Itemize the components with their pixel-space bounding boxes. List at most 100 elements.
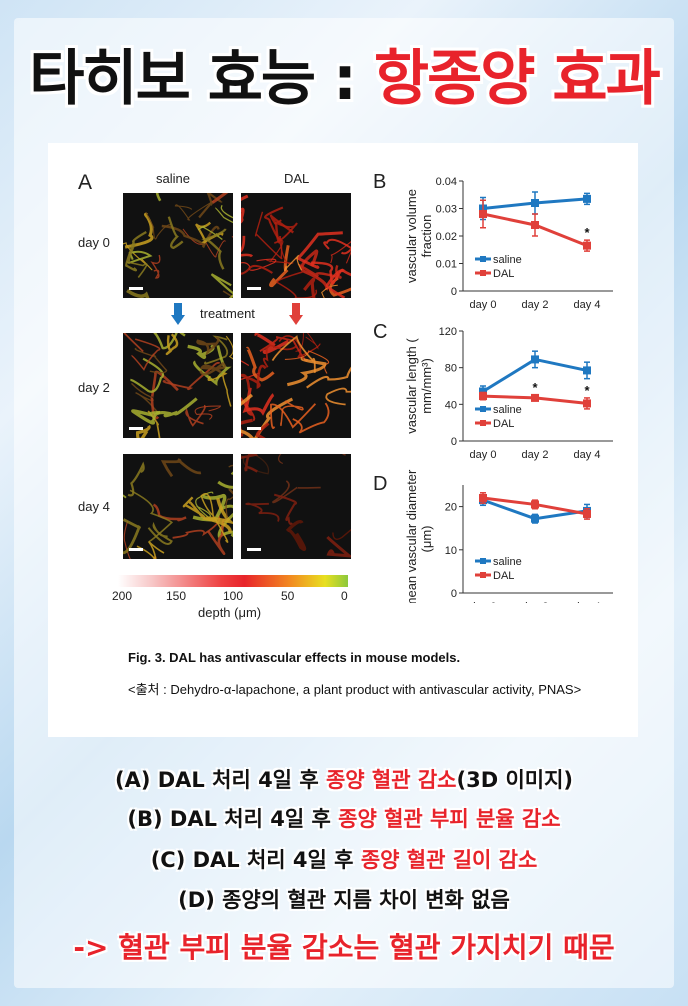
vessel-texture (284, 350, 330, 374)
vessel-texture (130, 357, 165, 393)
data-point-saline (531, 199, 539, 207)
y-axis-label-line1: vascular volume (404, 189, 419, 283)
legend-marker (480, 572, 486, 578)
data-point-dal (479, 210, 487, 218)
vessel-texture (124, 212, 154, 249)
vessel-texture (123, 333, 144, 353)
vessel-texture (254, 211, 283, 260)
summary-a-post: (3D 이미지) (456, 768, 574, 792)
vessel-texture (228, 488, 233, 495)
vessel-texture (278, 454, 284, 465)
y-tick-label: 40 (445, 399, 457, 411)
vessel-texture (150, 254, 161, 279)
y-tick-label: 20 (445, 502, 457, 514)
vessel-texture (182, 228, 226, 258)
vessel-texture (241, 454, 259, 473)
legend-label-dal: DAL (493, 570, 514, 582)
vessel-texture (241, 194, 249, 224)
legend-label-saline: saline (493, 254, 522, 266)
significance-mark: * (532, 380, 538, 395)
row-day4-label: day 4 (78, 499, 110, 514)
y-axis-label-line2: (μm) (419, 526, 434, 553)
arrow-saline-icon (171, 303, 185, 325)
vessel-texture (197, 225, 223, 240)
x-tick-label: day 4 (574, 299, 601, 311)
y-tick-label: 0.03 (436, 204, 457, 216)
x-tick-label: day 4 (574, 449, 601, 461)
vessel-texture (161, 224, 220, 249)
vessel-texture (241, 258, 277, 271)
data-point-saline (531, 514, 539, 523)
vessel-texture (241, 360, 260, 380)
micrograph-dal-day2 (241, 333, 351, 438)
vessel-texture (245, 346, 275, 382)
vessel-texture (300, 249, 329, 291)
treatment-label: treatment (200, 306, 255, 321)
vessel-texture (332, 528, 351, 540)
vessel-texture (325, 269, 351, 298)
data-point-saline (479, 387, 487, 396)
x-tick-label: day 0 (470, 601, 497, 603)
headline-part1: 타히보 효능 : (29, 44, 374, 114)
vessel-texture (153, 556, 157, 559)
vessel-texture (126, 289, 150, 298)
vessel-texture (273, 493, 298, 525)
x-tick-label: day 4 (574, 601, 601, 603)
vessel-texture (131, 409, 161, 425)
vessel-texture (241, 364, 267, 390)
vessel-texture (278, 335, 321, 359)
y-tick-label: 80 (445, 363, 457, 375)
caption-source: <출처 : Dehydro-α-lapachone, a plant produ… (128, 682, 582, 697)
legend-marker (480, 420, 486, 426)
vessel-texture (126, 242, 148, 278)
scale-bar (129, 287, 143, 290)
micrograph-saline-day0 (123, 193, 233, 298)
scale-bar (247, 427, 261, 430)
vessel-texture (303, 277, 316, 298)
micrograph-dal-day0 (241, 193, 351, 298)
vessel-texture (207, 372, 232, 407)
y-tick-label: 120 (439, 326, 457, 338)
data-point-dal (531, 393, 539, 402)
vessel-texture (134, 347, 168, 374)
data-point-dal (479, 392, 487, 401)
summary-line-d: (D) 종양의 혈관 지름 차이 변화 없음 (178, 888, 510, 912)
vessel-texture (280, 400, 304, 427)
y-axis-label-line1: mean vascular diameter (404, 469, 419, 603)
micrograph-saline-day4 (123, 454, 233, 559)
scale-bar (129, 548, 143, 551)
y-tick-label: 10 (445, 545, 457, 557)
caption-title: Fig. 3. DAL has antivascular effects in … (128, 650, 461, 665)
colorbar-tick: 150 (166, 589, 187, 603)
panel-a-letter: A (78, 171, 93, 194)
vessel-texture (182, 496, 206, 519)
vessel-texture (200, 492, 229, 543)
row-day0-label: day 0 (78, 235, 110, 250)
vessel-texture (195, 491, 214, 519)
vessel-texture (194, 405, 222, 420)
col-saline-label: saline (156, 171, 190, 186)
vessel-texture (167, 216, 184, 250)
vessel-texture (162, 361, 221, 391)
summary-c-highlight: 종양 혈관 길이 감소 (360, 848, 538, 872)
vessel-texture (225, 464, 233, 519)
vessel-texture (136, 540, 165, 559)
summary-a-pre: (A) DAL 처리 4일 후 (114, 768, 326, 792)
vessel-texture (330, 241, 351, 264)
vessel-texture (328, 276, 351, 297)
vessel-texture (241, 264, 273, 275)
legend-label-saline: saline (493, 556, 522, 568)
summary-b-highlight: 종양 혈관 부피 분율 감소 (338, 807, 561, 831)
vessel-texture (153, 333, 186, 350)
vessel-texture (185, 404, 206, 427)
colorbar-tick: 50 (281, 589, 295, 603)
vessel-texture (130, 338, 161, 371)
x-tick-label: day 2 (522, 449, 549, 461)
summary-line-c: (C) DAL 처리 4일 후 종양 혈관 길이 감소 (0, 844, 688, 874)
vessel-texture (230, 471, 233, 475)
vessel-texture (123, 521, 131, 559)
vessel-texture (269, 214, 294, 244)
vessel-texture (198, 193, 223, 219)
vessel-texture (147, 410, 161, 438)
vessel-texture (241, 235, 254, 258)
